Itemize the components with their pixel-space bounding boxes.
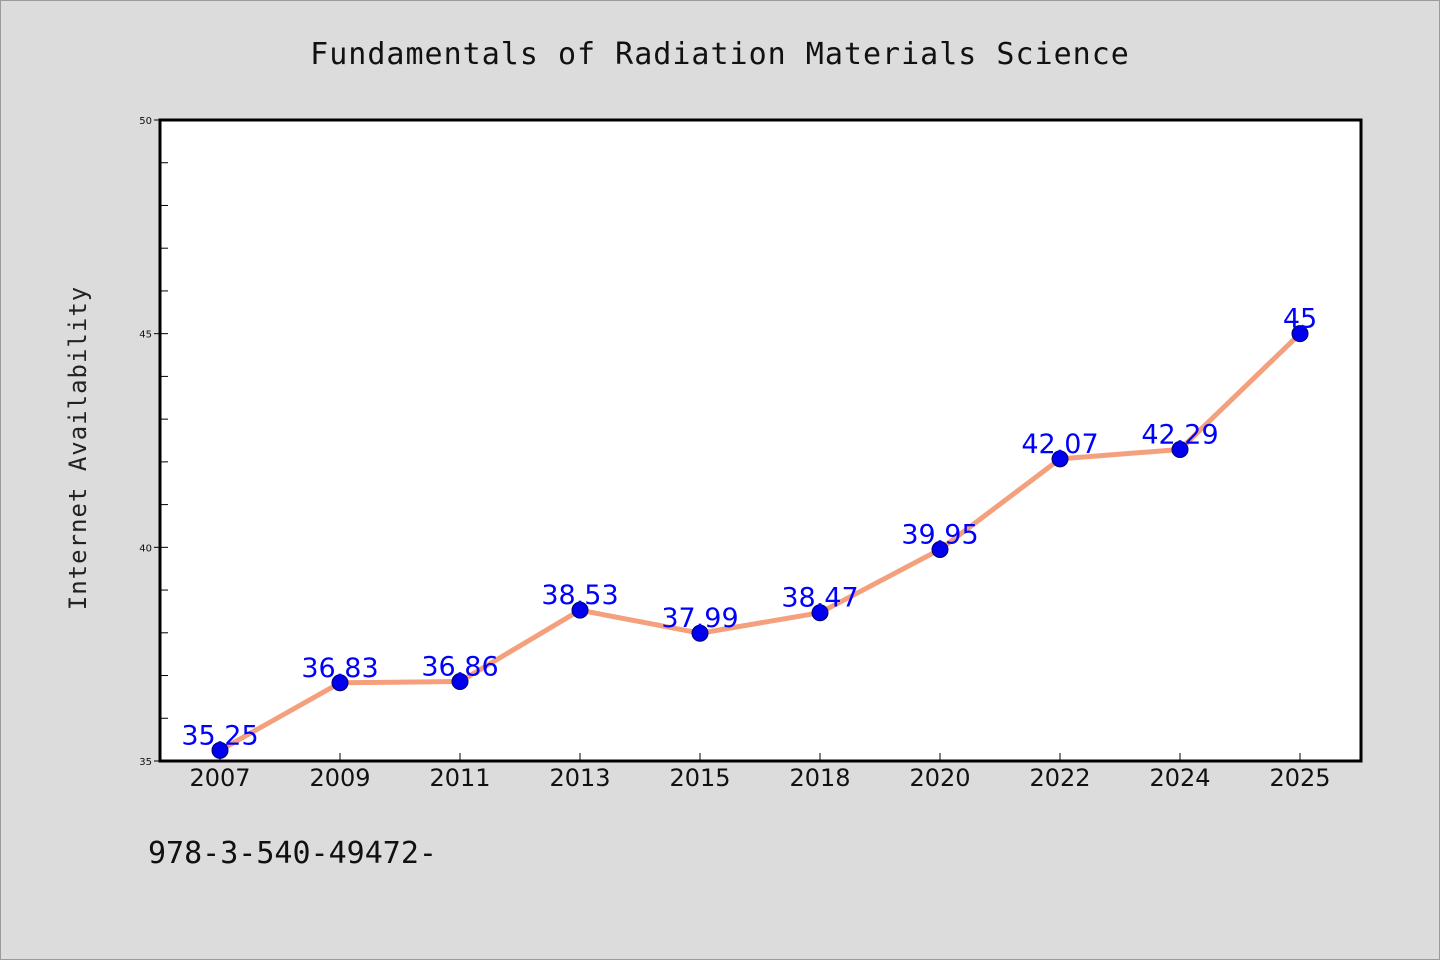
x-tick-label: 2020: [909, 764, 970, 792]
y-tick-label: 50: [139, 116, 152, 127]
chart-title: Fundamentals of Radiation Materials Scie…: [310, 37, 1130, 72]
x-tick-label: 2013: [549, 764, 610, 792]
data-point: [211, 741, 229, 759]
data-label: 36.83: [301, 653, 378, 684]
data-point: [931, 540, 949, 558]
x-axis-ticks: 2007 2009 2011 2013 2015 2018 2020 2022 2024 2025: [189, 753, 1331, 792]
series-line: [217, 331, 1303, 753]
data-label: 45: [1283, 304, 1317, 335]
data-point: [1291, 325, 1309, 343]
x-tick-label: 2018: [789, 764, 850, 792]
data-point: [811, 604, 829, 622]
data-labels: 35.25 36.83 36.86 38.53 37.99 38.47 39.95 42.07…: [181, 304, 1317, 752]
y-tick-label: 35: [139, 757, 152, 768]
y-axis-label: Internet Availability: [64, 286, 92, 610]
data-point: [691, 624, 709, 642]
x-tick-label: 2011: [429, 764, 490, 792]
data-label: 36.86: [421, 652, 498, 683]
data-label: 42.29: [1141, 419, 1218, 450]
x-tick-label: 2024: [1149, 764, 1210, 792]
x-tick-label: 2007: [189, 764, 250, 792]
data-label: 37.99: [661, 603, 738, 634]
plot-area: [158, 118, 1363, 763]
data-point: [451, 673, 469, 691]
x-tick-label: 2015: [669, 764, 730, 792]
data-label: 38.47: [781, 583, 858, 614]
data-point: [1171, 440, 1189, 458]
data-label: 35.25: [181, 720, 258, 751]
data-point: [331, 674, 349, 692]
y-axis-ticks: 35 40 45 50: [139, 116, 168, 768]
y-tick-label: 45: [139, 330, 152, 341]
x-tick-label: 2025: [1269, 764, 1330, 792]
data-point: [571, 601, 589, 619]
x-tick-label: 2009: [309, 764, 370, 792]
data-label: 39.95: [901, 519, 978, 550]
data-point: [1051, 450, 1069, 468]
y-tick-label: 40: [139, 543, 152, 554]
data-label: 38.53: [541, 580, 618, 611]
footer-isbn: 978-3-540-49472-: [148, 836, 437, 871]
data-label: 42.07: [1021, 429, 1098, 460]
series-line-group: [211, 325, 1309, 759]
x-tick-label: 2022: [1029, 764, 1090, 792]
